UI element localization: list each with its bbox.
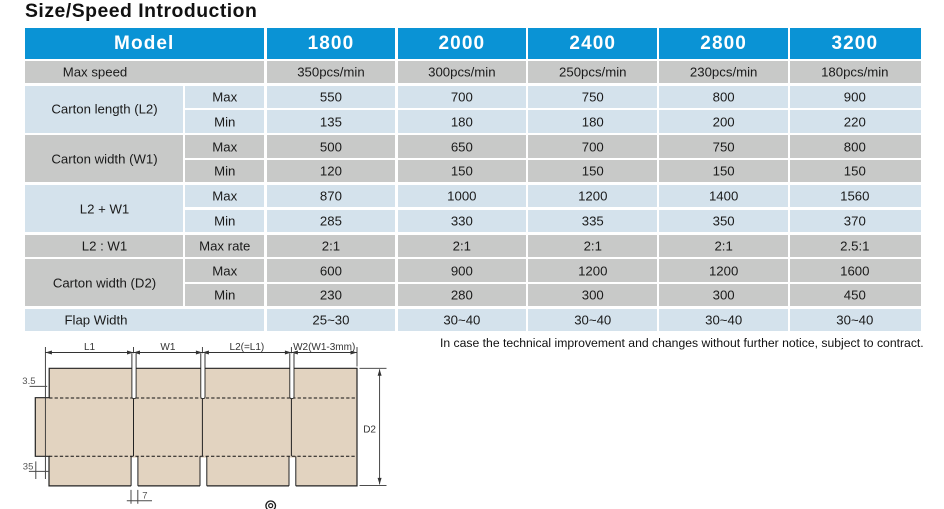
svg-text:3.5: 3.5 (22, 376, 35, 387)
svg-text:L2(=L1): L2(=L1) (230, 342, 265, 353)
svg-text:D2: D2 (363, 425, 376, 436)
svg-text:L1: L1 (84, 342, 96, 353)
svg-text:W2(W1-3mm): W2(W1-3mm) (293, 342, 355, 353)
svg-text:35: 35 (23, 461, 34, 472)
svg-text:W1: W1 (160, 342, 175, 353)
svg-text:7: 7 (142, 490, 147, 501)
